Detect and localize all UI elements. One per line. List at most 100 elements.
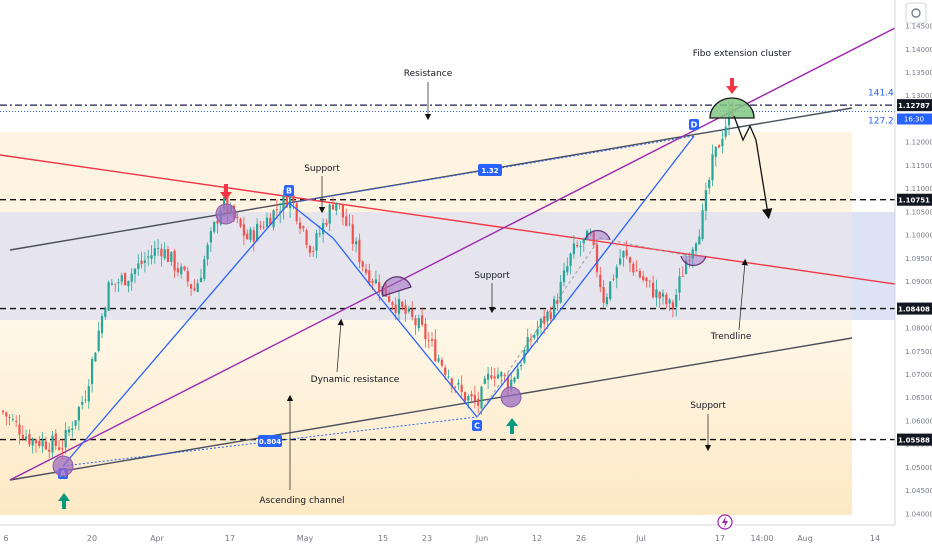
candle-body — [553, 298, 556, 319]
candle — [553, 295, 556, 321]
candle-body — [665, 294, 668, 305]
candle-body — [698, 236, 701, 245]
candle-body — [685, 260, 688, 274]
candle — [48, 442, 51, 459]
annotation-text: Dynamic resistance — [311, 375, 400, 385]
candle-body — [718, 145, 721, 148]
arrow-shaft — [510, 425, 514, 434]
x-tick-label: Jul — [635, 534, 646, 543]
touch-circle — [52, 455, 74, 477]
candle — [196, 279, 199, 293]
candle — [295, 202, 298, 225]
pattern-leg[interactable] — [62, 202, 290, 467]
candle-body — [315, 233, 318, 251]
level-price-tag: 1.10751 — [897, 193, 932, 206]
candle-body — [427, 340, 430, 342]
candle — [704, 182, 707, 221]
candle — [694, 241, 698, 257]
candle-body — [450, 378, 453, 387]
pattern-gray-dotted[interactable] — [476, 237, 601, 418]
candle — [124, 272, 127, 286]
candle-body — [480, 386, 483, 409]
candle — [67, 426, 71, 437]
candle — [21, 425, 24, 441]
candle — [71, 421, 74, 438]
candle-body — [48, 449, 51, 452]
y-tick-label: 1.10500 — [905, 208, 932, 216]
candle — [325, 218, 328, 228]
candle-body — [351, 224, 354, 244]
candle-body — [81, 401, 84, 405]
candle-body — [648, 280, 651, 282]
y-tick-label: 1.14000 — [905, 46, 932, 54]
candle-body — [114, 283, 117, 285]
channel-lower-line[interactable] — [9, 337, 853, 481]
candle-body — [661, 293, 665, 297]
x-tick-label: 20 — [87, 534, 97, 543]
candle-body — [157, 247, 160, 249]
events-icon[interactable] — [717, 514, 733, 530]
candle — [645, 276, 648, 288]
candle-body — [130, 273, 133, 282]
candle — [685, 253, 688, 275]
candle — [259, 220, 262, 231]
candle — [203, 255, 206, 282]
candle-body — [566, 266, 569, 273]
candle-body — [625, 249, 628, 256]
pattern-leg[interactable] — [381, 299, 478, 418]
pattern-leg[interactable] — [288, 202, 334, 239]
chart-settings-icon[interactable] — [905, 2, 927, 24]
pattern-leg[interactable] — [476, 329, 546, 418]
candle-body — [335, 202, 338, 211]
pattern-gray-dotted[interactable] — [599, 237, 695, 258]
level-price-tag: 1.12787 — [897, 99, 932, 112]
candle-body — [368, 270, 371, 284]
candle-body — [28, 433, 31, 445]
candle — [176, 262, 179, 277]
candle-body — [473, 395, 476, 402]
candle-body — [681, 276, 684, 278]
candle-body — [421, 315, 424, 325]
candle — [18, 415, 21, 445]
candle-body — [272, 210, 275, 228]
candle — [473, 385, 476, 409]
candle — [140, 251, 143, 269]
candle — [133, 267, 137, 284]
candle-body — [397, 299, 401, 314]
candle — [298, 217, 302, 235]
candle — [661, 289, 665, 305]
candle-body — [579, 245, 582, 247]
candle-body — [361, 261, 364, 267]
candle-body — [199, 277, 203, 283]
candle-body — [186, 271, 189, 282]
annotation-text: Support — [690, 401, 726, 411]
candle — [170, 251, 173, 266]
candle-body — [275, 209, 278, 211]
candle-body — [289, 192, 292, 209]
candle-body — [414, 318, 417, 326]
candle — [34, 438, 38, 453]
point-label-d: D — [689, 119, 699, 130]
candle — [269, 213, 272, 226]
candle-body — [655, 289, 658, 298]
arrow-head — [58, 493, 70, 501]
candle — [209, 227, 212, 253]
pattern-leg[interactable] — [544, 135, 695, 331]
candle — [628, 256, 632, 272]
candle — [331, 197, 335, 211]
channel-upper-line[interactable] — [9, 107, 853, 251]
candle — [249, 226, 252, 243]
candle-body — [609, 281, 612, 300]
annotation-text: Support — [304, 164, 340, 174]
pattern-leg[interactable] — [332, 237, 383, 301]
candle — [107, 280, 110, 311]
candle-body — [84, 399, 87, 401]
candle-body — [500, 372, 503, 377]
candle-body — [358, 239, 361, 263]
candle-body — [58, 447, 61, 450]
candle-body — [582, 238, 585, 244]
candle — [612, 274, 615, 282]
candle-body — [355, 241, 358, 245]
candle — [190, 283, 193, 297]
